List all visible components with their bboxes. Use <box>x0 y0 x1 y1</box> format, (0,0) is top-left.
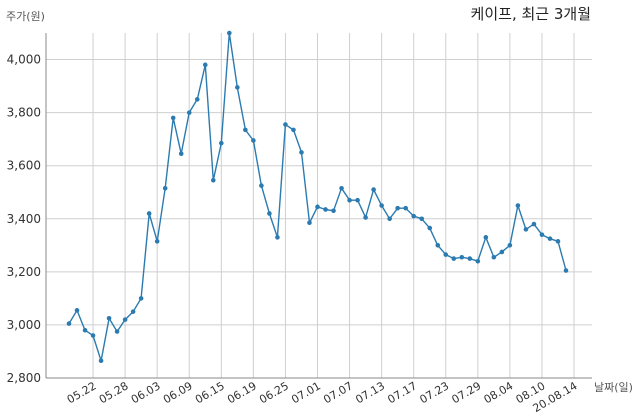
x-tick-labels: 05.2205.2806.0306.0906.1506.1906.2507.01… <box>65 379 580 415</box>
x-tick-label: 05.28 <box>97 379 131 406</box>
data-point <box>451 256 457 261</box>
x-tick-label: 06.25 <box>257 379 291 406</box>
data-point <box>539 232 545 237</box>
x-tick-label: 08.04 <box>482 379 516 406</box>
data-point <box>355 197 360 203</box>
data-point <box>90 333 96 338</box>
data-point <box>347 197 352 203</box>
data-point <box>419 216 425 222</box>
data-point <box>154 239 160 244</box>
data-point <box>459 254 465 260</box>
x-tick-label: 06.19 <box>225 379 259 406</box>
data-point <box>66 321 72 326</box>
price-series <box>66 30 569 364</box>
data-point <box>531 221 537 227</box>
chart-title: 케이프, 최근 3개월 <box>471 5 591 23</box>
data-point <box>130 309 136 314</box>
axes <box>45 33 592 379</box>
x-tick-label: 06.15 <box>193 379 227 406</box>
grid-lines <box>46 33 592 379</box>
y-tick-label: 3,000 <box>7 318 41 332</box>
data-point <box>170 115 176 121</box>
data-point <box>491 254 497 260</box>
x-tick-label: 07.23 <box>417 379 451 406</box>
data-point <box>106 315 112 321</box>
data-point <box>427 225 433 231</box>
data-point <box>467 256 473 261</box>
x-tick-label: 05.22 <box>65 379 99 406</box>
data-point <box>331 208 336 214</box>
data-point <box>555 239 561 244</box>
y-axis-label: 주가(원) <box>6 10 45 23</box>
data-point <box>146 211 152 216</box>
x-tick-label: 06.09 <box>161 379 195 406</box>
data-point <box>547 236 553 241</box>
y-tick-label: 3,600 <box>7 159 41 173</box>
data-point <box>515 203 521 208</box>
data-point <box>315 204 320 210</box>
data-point <box>82 327 88 333</box>
data-point <box>523 227 529 232</box>
data-point <box>483 235 489 240</box>
data-point <box>178 151 184 157</box>
data-point <box>443 252 449 257</box>
data-point <box>499 249 505 255</box>
data-point <box>371 187 376 192</box>
data-point <box>435 243 441 248</box>
data-point <box>283 122 288 127</box>
data-point <box>122 317 128 322</box>
data-point <box>307 220 312 226</box>
data-point <box>475 258 481 264</box>
y-tick-label: 2,800 <box>7 371 41 385</box>
data-point <box>219 140 224 146</box>
x-tick-label: 07.07 <box>321 379 355 406</box>
data-point <box>243 127 248 133</box>
data-point <box>339 185 344 191</box>
data-point <box>186 110 192 115</box>
data-point <box>563 268 569 273</box>
x-tick-label: 07.17 <box>385 379 419 406</box>
data-point <box>387 216 392 222</box>
data-point <box>379 203 384 208</box>
y-tick-label: 3,800 <box>7 106 41 120</box>
data-point <box>395 205 400 211</box>
x-tick-label: 07.13 <box>353 379 387 406</box>
data-point <box>74 308 80 313</box>
data-point <box>275 235 280 240</box>
data-point <box>162 185 168 191</box>
data-point <box>98 358 104 364</box>
x-tick-label: 06.03 <box>129 379 163 406</box>
data-point <box>363 215 368 220</box>
data-point <box>235 85 240 90</box>
data-point <box>299 150 304 155</box>
data-point <box>202 62 208 68</box>
data-point <box>403 205 408 211</box>
x-tick-label: 07.29 <box>450 379 484 406</box>
x-tick-label: 07.01 <box>289 379 323 406</box>
data-point <box>323 207 328 212</box>
data-point <box>507 243 513 248</box>
data-point <box>267 211 272 216</box>
y-tick-label: 4,000 <box>7 53 41 67</box>
data-point <box>138 296 144 301</box>
x-axis-label: 날짜(일) <box>594 380 633 394</box>
data-point <box>227 30 232 36</box>
data-point <box>114 329 120 334</box>
y-tick-label: 3,400 <box>7 212 41 226</box>
data-point <box>194 97 200 102</box>
y-tick-labels: 2,800 3,000 3,200 3,400 3,600 3,800 4,000 <box>7 53 41 385</box>
y-tick-label: 3,200 <box>7 265 41 279</box>
data-point <box>210 177 216 183</box>
data-point <box>251 138 256 143</box>
data-point <box>259 183 264 188</box>
data-point <box>291 127 296 133</box>
data-point <box>411 213 416 219</box>
